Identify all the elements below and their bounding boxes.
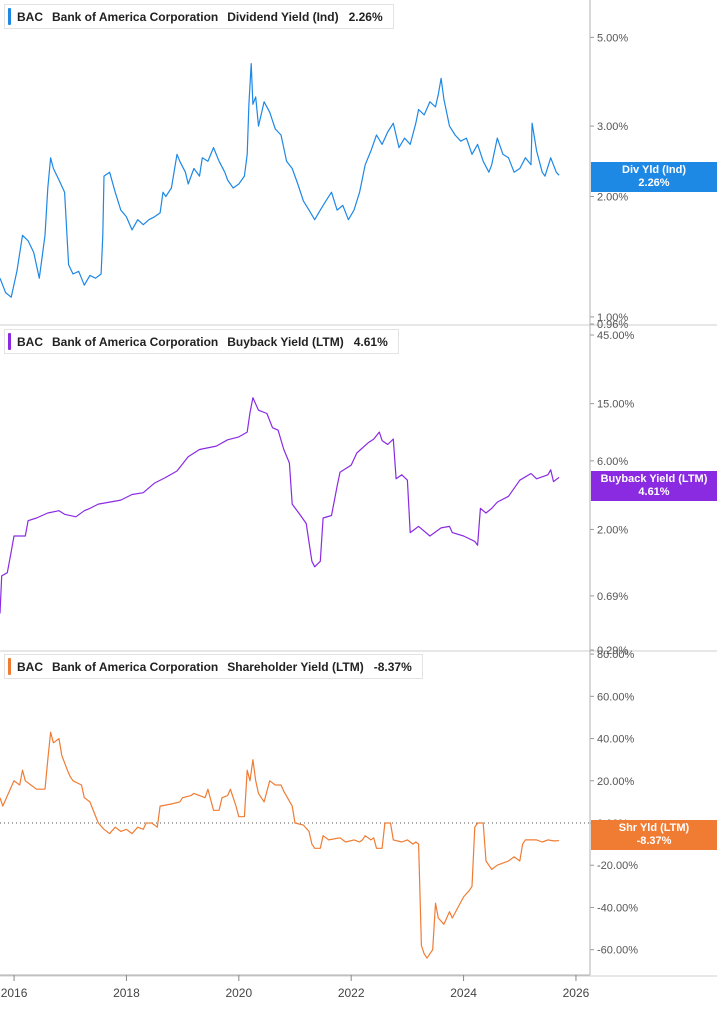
legend-value: -8.37%: [373, 659, 412, 674]
tag-label: Buyback Yield (LTM): [600, 473, 708, 485]
y-tick-label: 0.96%: [597, 319, 628, 331]
legend-shareholder: BAC Bank of America Corporation Sharehol…: [4, 654, 423, 679]
legend-color-shareholder: [8, 658, 11, 675]
series-line-2: [0, 397, 560, 614]
legend-company: Bank of America Corporation: [52, 9, 219, 24]
y-tick-label: 60.00%: [597, 691, 635, 703]
y-tick-label: -60.00%: [597, 945, 638, 957]
legend-company: Bank of America Corporation: [52, 659, 219, 674]
tag-value: 2.26%: [638, 177, 670, 189]
y-tick-label: 1.00%: [597, 312, 628, 324]
y-tick-label: -40.00%: [597, 902, 638, 914]
y-tick-label: 2.00%: [597, 524, 628, 536]
chart-panel-2: 45.00% 15.00% 6.00% 2.00% 0.69% 0.29%: [0, 330, 717, 657]
y-tick-label: 3.00%: [597, 121, 628, 133]
y-tick-label: 0.29%: [597, 645, 628, 657]
current-value-tag-dividend: Div Yld (Ind) 2.26%: [591, 162, 717, 192]
legend-ticker: BAC: [17, 334, 43, 349]
tag-value: 4.61%: [638, 486, 670, 498]
y-tick-label: 45.00%: [597, 330, 635, 342]
y-tick-label: 6.00%: [597, 456, 628, 468]
y-tick-label: 2.00%: [597, 192, 628, 204]
legend-value: 4.61%: [353, 334, 388, 349]
y-tick-label: 20.00%: [597, 776, 635, 788]
x-tick-label: 2024: [450, 986, 477, 1000]
legend-color-dividend: [8, 8, 11, 25]
legend-metric: Buyback Yield (LTM): [227, 334, 344, 349]
x-tick-label: 2018: [113, 986, 140, 1000]
x-tick-label: 2026: [563, 986, 590, 1000]
legend-dividend: BAC Bank of America Corporation Dividend…: [4, 4, 394, 29]
series-line-1: [0, 63, 560, 298]
current-value-tag-shareholder: Shr Yld (LTM) -8.37%: [591, 820, 717, 850]
current-value-tag-buyback: Buyback Yield (LTM) 4.61%: [591, 471, 717, 501]
chart-panel-3: 80.00%60.00%40.00%20.00%0.00%-20.00%-40.…: [0, 649, 717, 977]
series-line-3: [0, 731, 560, 959]
tag-label: Div Yld (Ind): [622, 164, 686, 176]
x-tick-label: 2022: [338, 986, 365, 1000]
legend-value: 2.26%: [348, 9, 383, 24]
legend-metric: Shareholder Yield (LTM): [227, 659, 364, 674]
y-tick-label: 0.69%: [597, 591, 628, 603]
tag-label: Shr Yld (LTM): [618, 822, 690, 834]
y-tick-label: 5.00%: [597, 32, 628, 44]
legend-color-buyback: [8, 333, 11, 350]
y-tick-label: 40.00%: [597, 734, 635, 746]
x-tick-label: 2020: [225, 986, 252, 1000]
legend-company: Bank of America Corporation: [52, 334, 219, 349]
legend-ticker: BAC: [17, 659, 43, 674]
x-tick-label: 2016: [1, 986, 28, 1000]
y-tick-label: -20.00%: [597, 860, 638, 872]
y-tick-label: 15.00%: [597, 399, 635, 411]
legend-ticker: BAC: [17, 9, 43, 24]
y-tick-label: 80.00%: [597, 649, 635, 661]
legend-buyback: BAC Bank of America Corporation Buyback …: [4, 329, 399, 354]
chart-panel-1: 5.00% 3.00% 2.00% 1.00%0.96%: [0, 32, 717, 331]
legend-metric: Dividend Yield (Ind): [227, 9, 339, 24]
tag-value: -8.37%: [636, 835, 672, 847]
